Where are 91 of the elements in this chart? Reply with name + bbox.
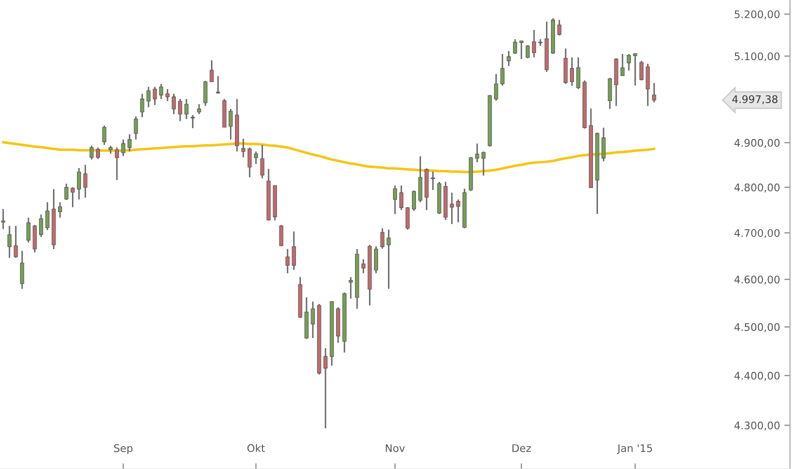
candlestick bbox=[570, 56, 574, 86]
candlestick bbox=[210, 60, 214, 83]
candlestick bbox=[620, 53, 625, 76]
x-tick-label: Dez bbox=[512, 444, 531, 452]
candlestick bbox=[14, 225, 18, 259]
candlestick bbox=[500, 53, 504, 86]
candlestick bbox=[39, 214, 44, 238]
candlestick bbox=[292, 230, 296, 271]
candlestick bbox=[399, 184, 404, 211]
candlestick bbox=[652, 82, 656, 104]
candlestick bbox=[374, 246, 378, 274]
candlestick bbox=[178, 98, 182, 122]
candlestick bbox=[159, 83, 164, 100]
candlestick bbox=[412, 190, 416, 212]
candlestick bbox=[76, 167, 82, 200]
y-tick-label: 5.200,00 bbox=[734, 10, 780, 20]
candlestick bbox=[557, 19, 562, 36]
candlestick bbox=[519, 40, 524, 60]
candlestick bbox=[639, 60, 644, 82]
y-tick-label: 4.600,00 bbox=[734, 276, 780, 285]
candlestick bbox=[114, 146, 119, 181]
candlestick bbox=[633, 52, 638, 86]
candlestick bbox=[1, 208, 6, 230]
candlestick bbox=[134, 116, 138, 140]
y-tick-label: 5.100,00 bbox=[734, 52, 780, 62]
candlestick bbox=[418, 156, 422, 203]
y-tick-label: 4.700,00 bbox=[734, 229, 780, 238]
candlestick bbox=[626, 53, 631, 72]
candlestick bbox=[361, 258, 366, 274]
candlestick bbox=[279, 224, 284, 247]
candlestick bbox=[190, 114, 195, 129]
candlestick bbox=[152, 86, 157, 106]
candlestick bbox=[646, 63, 650, 107]
y-tick-label: 4.500,00 bbox=[734, 323, 780, 332]
candlestick bbox=[481, 150, 486, 176]
candlestick bbox=[20, 250, 24, 290]
x-tick-label: Jan '15 bbox=[616, 444, 652, 454]
candlestick bbox=[7, 225, 12, 259]
candlestick bbox=[146, 86, 151, 108]
candlestick bbox=[348, 276, 353, 300]
candlestick bbox=[380, 228, 384, 250]
candlestick bbox=[456, 198, 460, 223]
candlestick bbox=[172, 93, 176, 115]
candlestick bbox=[392, 184, 398, 215]
candlestick bbox=[58, 202, 62, 218]
candlestick bbox=[260, 144, 264, 179]
y-tick-label: 4.800,00 bbox=[734, 184, 780, 192]
candlestick bbox=[532, 29, 536, 58]
candlestick bbox=[45, 202, 50, 231]
candlestick bbox=[203, 80, 208, 107]
candlestick bbox=[254, 150, 258, 165]
candlestick bbox=[386, 228, 391, 290]
candlestick bbox=[450, 192, 454, 225]
candlestick bbox=[90, 145, 94, 160]
candlestick bbox=[26, 217, 30, 244]
candlestick bbox=[96, 146, 100, 160]
candlestick bbox=[475, 142, 480, 163]
candlestick bbox=[286, 248, 290, 274]
candlestick bbox=[64, 182, 68, 201]
candlestick bbox=[228, 108, 233, 140]
candlestick bbox=[32, 224, 37, 253]
candlestick bbox=[102, 124, 106, 146]
candlestick bbox=[83, 164, 88, 198]
candlestick bbox=[430, 170, 435, 191]
candlestick bbox=[608, 77, 612, 110]
y-tick-label: 4.400,00 bbox=[734, 372, 780, 381]
candlestick bbox=[602, 127, 606, 162]
candlestick bbox=[526, 44, 530, 59]
annotation: 4.997,38 bbox=[732, 95, 778, 104]
candlestick bbox=[576, 56, 580, 90]
candlestick bbox=[165, 88, 170, 102]
candlestick bbox=[216, 75, 220, 94]
candlestick bbox=[323, 347, 328, 430]
candlestick bbox=[128, 134, 132, 152]
candlestick bbox=[197, 103, 202, 115]
x-tick-label: Sep bbox=[114, 444, 132, 454]
candlestick bbox=[121, 138, 126, 157]
candlestick bbox=[494, 73, 498, 102]
candlestick bbox=[310, 300, 315, 339]
y-tick-label: 4.900,00 bbox=[734, 138, 780, 148]
x-tick-label: Nov bbox=[386, 444, 405, 452]
candlestick bbox=[513, 38, 518, 55]
y-tick-label: 4.300,00 bbox=[734, 422, 780, 430]
x-tick-label: Okt bbox=[247, 444, 265, 452]
candlestick bbox=[406, 206, 410, 230]
candlestick bbox=[184, 98, 188, 120]
candlestick bbox=[140, 93, 144, 118]
candlestick bbox=[248, 146, 252, 178]
candlestick bbox=[70, 186, 75, 208]
candlestick bbox=[506, 50, 511, 67]
candlestick bbox=[241, 138, 246, 158]
